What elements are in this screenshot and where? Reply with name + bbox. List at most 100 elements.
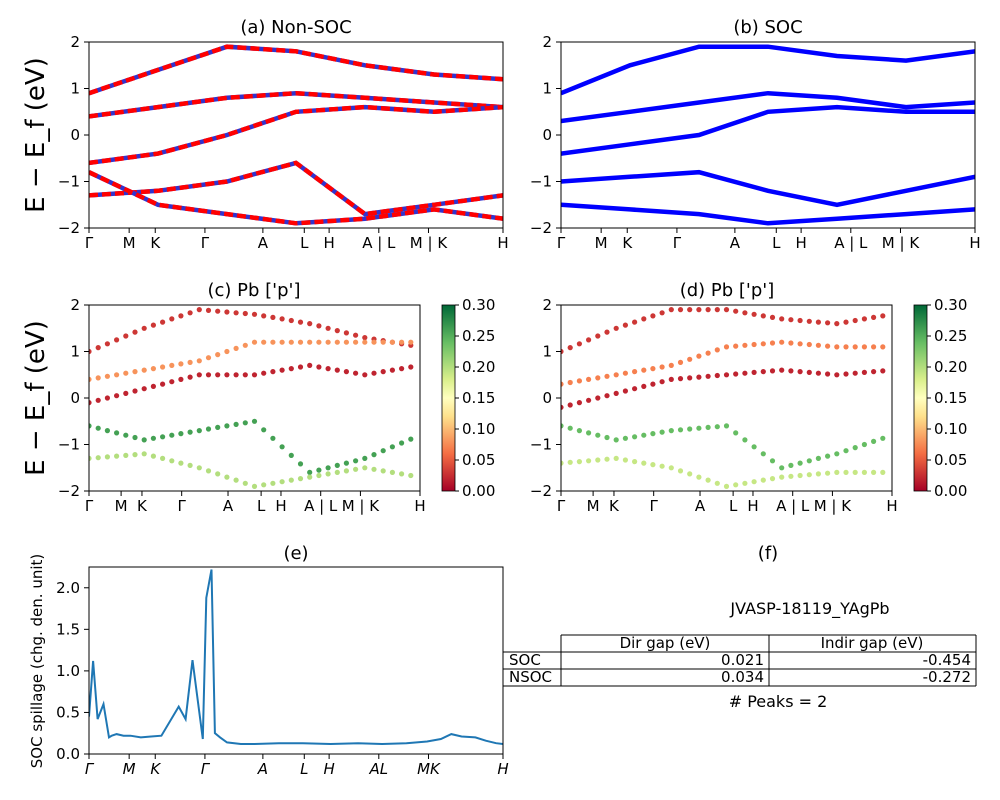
band-point [380,468,386,474]
band-point [622,370,629,376]
band-point [399,366,405,372]
band-point [251,372,258,378]
band-point [224,309,230,315]
panel-e-ylabel: SOC spillage (chg. den. unit) [28,554,46,769]
band-point [825,320,831,326]
band-point [733,430,739,436]
band-line [561,169,975,208]
band-point [815,342,822,348]
band-point [861,344,868,350]
panel-a-yticks: 2 1 0 −1 −2 [58,33,89,237]
band-point [714,372,720,379]
panel-c-yticks: 2 1 0 −1 −2 [58,296,89,500]
band-point [779,474,785,480]
panel-e-yticks: 0.0 0.5 1.0 1.5 2.0 [56,579,89,763]
band-point [714,307,720,313]
band-point [205,307,212,313]
x-tick-label: H [747,497,758,515]
x-tick-label: L [729,497,738,515]
band-point [114,393,120,399]
panel-d-colorbar [913,304,928,492]
x-tick-label: L [300,234,309,252]
band-point [169,362,175,368]
y-tick-label: 0 [70,126,80,144]
y-tick-label: 1.0 [56,662,80,680]
band-point [843,469,849,475]
band-point [650,462,656,468]
band-point [334,462,340,468]
band-point [622,388,629,394]
band-point [334,328,340,334]
band-point [270,314,276,320]
band-point [561,423,564,429]
band-point [677,359,684,365]
x-tick-label: H [969,234,980,252]
band-point [123,333,129,339]
band-point [871,438,877,444]
band-point [797,472,803,479]
band-point [769,368,776,374]
band-point [696,307,702,313]
x-tick-label: H [414,497,425,515]
band-point [834,469,840,475]
band-point [95,425,101,431]
band-point [622,435,629,441]
band-point [650,366,656,372]
colorbar-tick-label: 0.10 [934,420,967,438]
y-tick-label: −2 [58,219,80,237]
band-point [880,368,886,374]
band-point [408,339,414,345]
band-point [343,330,349,336]
band-point [279,316,285,322]
panel-a-marks [89,44,503,226]
band-point [613,325,619,331]
band-point [261,339,267,345]
y-tick-label: 0 [542,389,552,407]
band-point [215,308,221,314]
band-point [123,370,129,376]
band-point [705,477,711,483]
band-point [288,477,294,483]
band-point [399,440,405,446]
band-point [659,463,665,469]
band-point [95,375,101,381]
band-point [242,372,248,378]
band-point [632,434,638,440]
band-point [834,451,840,457]
band-point [196,358,202,364]
band-line [89,160,503,217]
peaks-label: # Peaks = 2 [729,692,828,711]
band-point [576,459,583,465]
band-point [114,453,120,459]
band-point [307,339,313,345]
band-point [196,372,202,378]
gap-table-cell: -0.454 [923,651,971,669]
band-point [668,376,674,382]
band-point [668,428,674,434]
band-point [779,367,785,373]
band-point [297,339,304,345]
band-point [215,424,221,430]
band-point [806,458,812,464]
band-point [224,348,230,355]
y-tick-label: 0.0 [56,745,80,763]
x-tick-label: M [587,497,600,515]
band-point [178,431,184,437]
panel-b-marks [561,44,975,226]
x-tick-label: K [609,497,620,515]
band-point [325,366,331,372]
x-tick-label: H [886,497,897,515]
band-point [160,319,166,325]
band-point [677,376,684,382]
band-point [733,371,739,377]
band-point [668,307,674,313]
band-point [187,462,193,468]
y-tick-label: −1 [58,173,80,191]
panel-d-marks [561,307,886,489]
band-point [123,432,129,438]
band-point [806,369,812,375]
panel-c-colorbar-ticks: 0.30 0.25 0.20 0.15 0.10 0.05 0.00 [455,296,495,500]
gap-table-cell: 0.034 [721,668,764,686]
band-point [114,430,120,436]
